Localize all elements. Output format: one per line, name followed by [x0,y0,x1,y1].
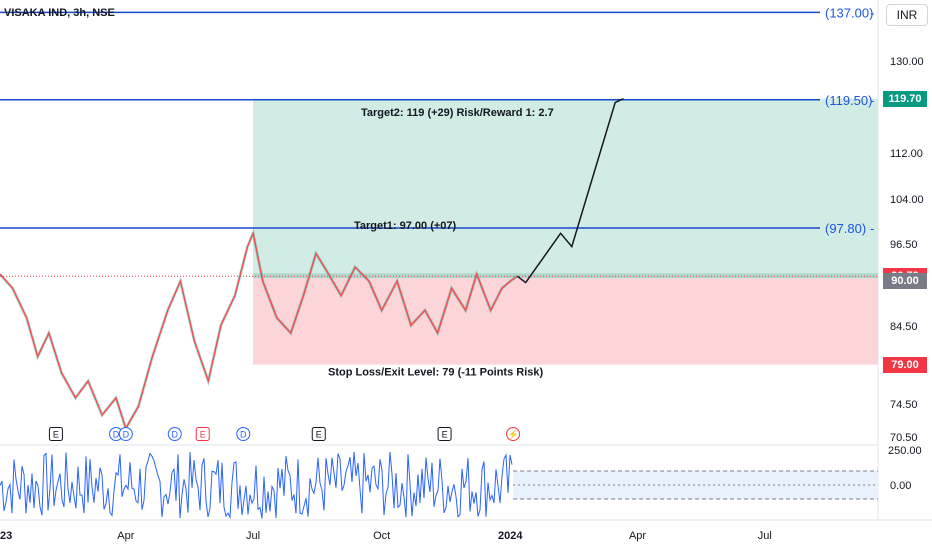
time-tick-label: Jul [758,530,772,542]
level-dash: - [870,93,874,108]
event-marker-label: ⚡ [507,429,518,441]
price-tick-label: 130.00 [890,56,924,68]
price-tick-label: 104.00 [890,194,924,206]
time-tick-label: 2023 [0,530,12,542]
time-tick-label: Jul [246,530,260,542]
level-label: (137.00) [825,5,873,20]
entry-band [253,273,878,279]
event-marker-icon [236,427,251,441]
time-tick-label: Oct [373,530,390,542]
event-marker-icon [506,427,521,441]
event-marker-icon [311,427,326,441]
level-dash: - [870,5,874,20]
level-label: (119.50) [825,93,872,108]
annotation-target1: Target1: 97.00 (+07) [354,220,457,232]
event-marker-label: D [123,430,130,440]
price-tick-label: 96.50 [890,239,918,251]
oscillator-line [0,451,513,520]
time-tick-label: Apr [629,530,646,542]
event-marker-icon [167,427,182,441]
event-marker-icon [48,427,63,441]
currency-selector[interactable]: INR [886,4,928,26]
event-marker-label: D [240,430,247,440]
price-series-line [0,230,518,431]
event-marker-label: E [200,430,206,440]
level-label: (97.80) [825,221,866,236]
event-marker-label: E [53,430,59,440]
event-marker-label: D [172,430,179,440]
event-marker-label: E [316,430,322,440]
price-tick-label: 74.50 [890,399,918,411]
oscillator-tick-label: 0.00 [890,480,911,492]
oscillator-tick-label: 250.00 [888,445,922,457]
price-tag: 119.70 [883,90,927,107]
projection-path [516,98,624,284]
price-tag: 90.00 [883,273,927,290]
annotation-stop: Stop Loss/Exit Level: 79 (-11 Points Ris… [328,367,544,379]
time-tick-label: 2024 [498,530,523,542]
event-marker-label: D [113,430,120,440]
ticker-title: VISAKA IND, 3h, NSE [4,7,115,19]
profit-zone [253,98,878,277]
time-tick-label: Apr [117,530,134,542]
price-tick-label: 112.00 [890,148,923,160]
price-tick-label: 70.50 [890,432,918,444]
event-marker-icon [195,427,210,441]
loss-zone [253,276,878,365]
event-marker-icon [118,427,133,441]
level-dash: - [870,221,874,236]
event-marker-label: E [442,430,448,440]
price-tag: 79.00 [883,356,927,373]
price-tick-label: 84.50 [890,321,918,333]
annotation-target2: Target2: 119 (+29) Risk/Reward 1: 2.7 [361,107,554,119]
event-marker-icon [437,427,452,441]
